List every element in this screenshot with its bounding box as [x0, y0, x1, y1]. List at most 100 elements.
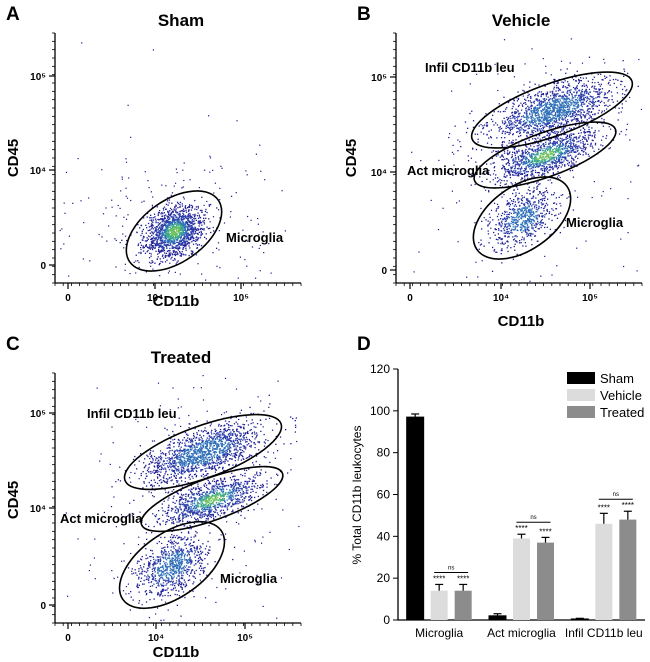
event-dot: [128, 177, 130, 179]
event-dot: [563, 100, 565, 102]
event-dot: [506, 180, 508, 182]
event-dot: [550, 157, 552, 159]
event-dot: [503, 173, 506, 175]
event-dot: [180, 226, 182, 228]
event-dot: [565, 157, 567, 159]
event-dot: [196, 247, 199, 249]
event-dot: [525, 112, 528, 114]
event-dot: [534, 166, 537, 168]
event-dot: [175, 211, 177, 213]
event-dot: [205, 208, 207, 211]
event-dot: [514, 164, 516, 166]
event-dot: [149, 229, 151, 231]
event-dot: [153, 239, 155, 241]
event-dot: [540, 202, 542, 204]
event-dot: [192, 231, 194, 233]
event-dot: [199, 220, 201, 223]
event-dot: [158, 242, 160, 245]
event-dot: [547, 198, 549, 200]
event-dot: [181, 187, 183, 189]
event-dot: [559, 122, 561, 124]
event-dot: [169, 238, 171, 240]
event-dot: [532, 117, 534, 119]
event-dot: [184, 223, 186, 225]
event-dot: [552, 90, 554, 93]
event-dot: [538, 174, 540, 176]
event-dot: [176, 252, 179, 254]
event-dot: [546, 155, 548, 157]
event-dot: [511, 126, 514, 129]
event-dot: [549, 133, 551, 136]
event-dot: [499, 126, 501, 128]
event-dot: [197, 207, 199, 209]
event-dot: [550, 153, 553, 155]
event-dot: [534, 124, 537, 126]
event-dot: [63, 202, 65, 204]
event-dot: [167, 244, 170, 246]
event-dot: [594, 134, 596, 136]
event-dot: [191, 253, 194, 255]
event-dot: [599, 91, 601, 93]
event-dot: [165, 214, 167, 216]
event-dot: [516, 161, 519, 163]
event-dot: [50, 225, 51, 226]
event-dot: [548, 143, 550, 146]
event-dot: [535, 109, 537, 112]
event-dot: [181, 222, 183, 224]
event-dot: [546, 103, 548, 105]
event-dot: [219, 199, 221, 201]
event-dot: [522, 105, 524, 107]
event-dot: [203, 228, 205, 230]
event-dot: [534, 113, 536, 115]
event-dot: [577, 149, 579, 151]
event-dot: [554, 103, 556, 106]
event-dot: [127, 104, 129, 106]
event-dot: [196, 215, 199, 217]
event-dot: [536, 188, 538, 190]
event-dot: [569, 116, 572, 118]
event-dot: [524, 214, 526, 216]
event-dot: [186, 233, 188, 235]
event-dot: [201, 196, 203, 198]
event-dot: [524, 102, 526, 104]
event-dot: [527, 92, 529, 94]
event-dot: [177, 211, 179, 213]
event-dot: [570, 89, 572, 91]
event-dot: [166, 225, 169, 227]
event-dot: [557, 87, 559, 89]
event-dot: [546, 117, 548, 119]
event-dot: [188, 205, 191, 207]
event-dot: [186, 221, 188, 223]
event-dot: [560, 162, 563, 164]
event-dot: [152, 240, 154, 242]
event-dot: [180, 215, 183, 218]
event-dot: [180, 232, 182, 234]
event-dot: [579, 99, 582, 102]
event-dot: [554, 115, 557, 117]
event-dot: [556, 150, 559, 152]
event-dot: [171, 227, 173, 230]
event-dot: [568, 100, 570, 103]
event-dot: [59, 229, 61, 232]
event-dot: [263, 252, 265, 254]
event-dot: [577, 140, 580, 142]
event-dot: [557, 104, 559, 106]
event-dot: [205, 238, 207, 240]
event-dot: [558, 159, 560, 161]
event-dot: [174, 226, 176, 229]
event-dot: [573, 117, 575, 119]
event-dot: [171, 209, 173, 211]
event-dot: [210, 231, 212, 234]
event-dot: [556, 101, 558, 103]
event-dot: [179, 238, 182, 240]
event-dot: [197, 228, 200, 231]
event-dot: [552, 118, 554, 120]
event-dot: [192, 250, 194, 252]
event-dot: [569, 101, 572, 103]
event-dot: [568, 146, 571, 148]
event-dot: [553, 153, 556, 156]
event-dot: [563, 97, 566, 99]
event-dot: [528, 164, 531, 166]
event-dot: [164, 240, 166, 242]
event-dot: [181, 203, 183, 205]
